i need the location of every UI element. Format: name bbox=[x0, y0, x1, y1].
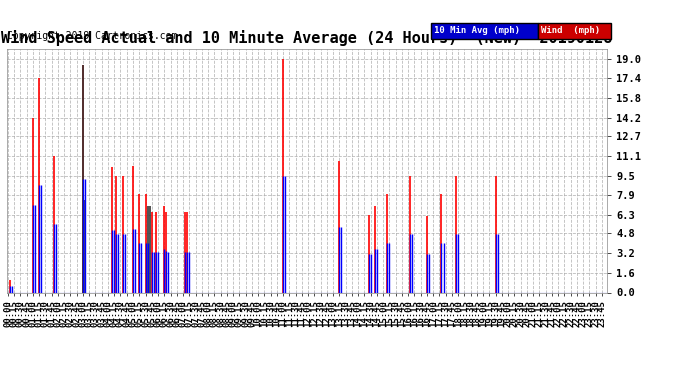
Text: Wind  (mph): Wind (mph) bbox=[541, 26, 600, 36]
Text: 10 Min Avg (mph): 10 Min Avg (mph) bbox=[434, 26, 520, 36]
Text: Copyright 2019 Cartronics.com: Copyright 2019 Cartronics.com bbox=[7, 32, 177, 41]
Title: Wind Speed Actual and 10 Minute Average (24 Hours)  (New)  20190128: Wind Speed Actual and 10 Minute Average … bbox=[1, 30, 613, 46]
